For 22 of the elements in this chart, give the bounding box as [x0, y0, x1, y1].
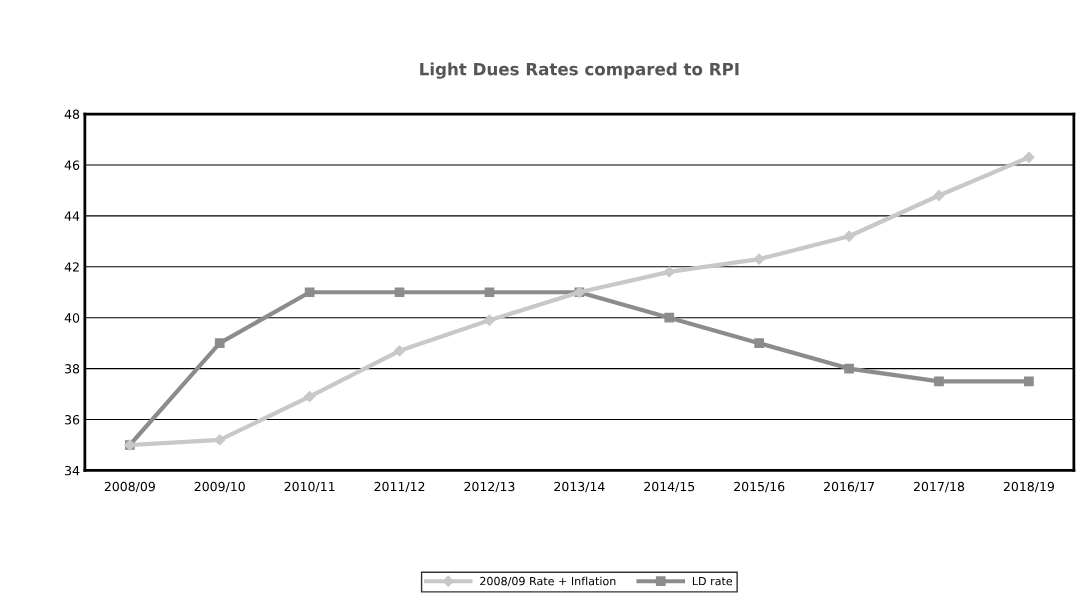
y-tick-label: 36 — [65, 415, 80, 425]
y-tick-label: 46 — [64, 160, 80, 170]
x-tick-label: 2014/15 — [644, 481, 695, 493]
y-tick-label: 44 — [64, 211, 80, 221]
x-tick-label: 2012/13 — [464, 481, 515, 493]
y-tick-label: 38 — [65, 364, 80, 374]
x-tick-label: 2015/16 — [734, 481, 785, 493]
x-tick-label: 2016/17 — [824, 481, 874, 493]
y-tick-label: 42 — [64, 262, 79, 272]
y-tick-label: 34 — [65, 465, 80, 476]
x-tick-label: 2013/14 — [554, 481, 605, 493]
x-tick-label: 2010/11 — [284, 481, 335, 493]
chart-title: Light Dues Rates compared to RPI — [420, 62, 739, 79]
x-tick-label: 2011/12 — [374, 481, 425, 493]
x-tick-label: 2018/19 — [1003, 481, 1054, 493]
x-tick-label: 2008/09 — [104, 481, 155, 493]
y-tick-label: 48 — [64, 109, 80, 119]
legend-label: 2008/09 Rate + Inflation — [480, 576, 616, 587]
legend-label: LD rate — [692, 577, 733, 586]
y-tick-label: 40 — [64, 313, 80, 323]
x-tick-label: 2017/18 — [913, 481, 965, 493]
x-tick-label: 2009/10 — [194, 481, 245, 493]
